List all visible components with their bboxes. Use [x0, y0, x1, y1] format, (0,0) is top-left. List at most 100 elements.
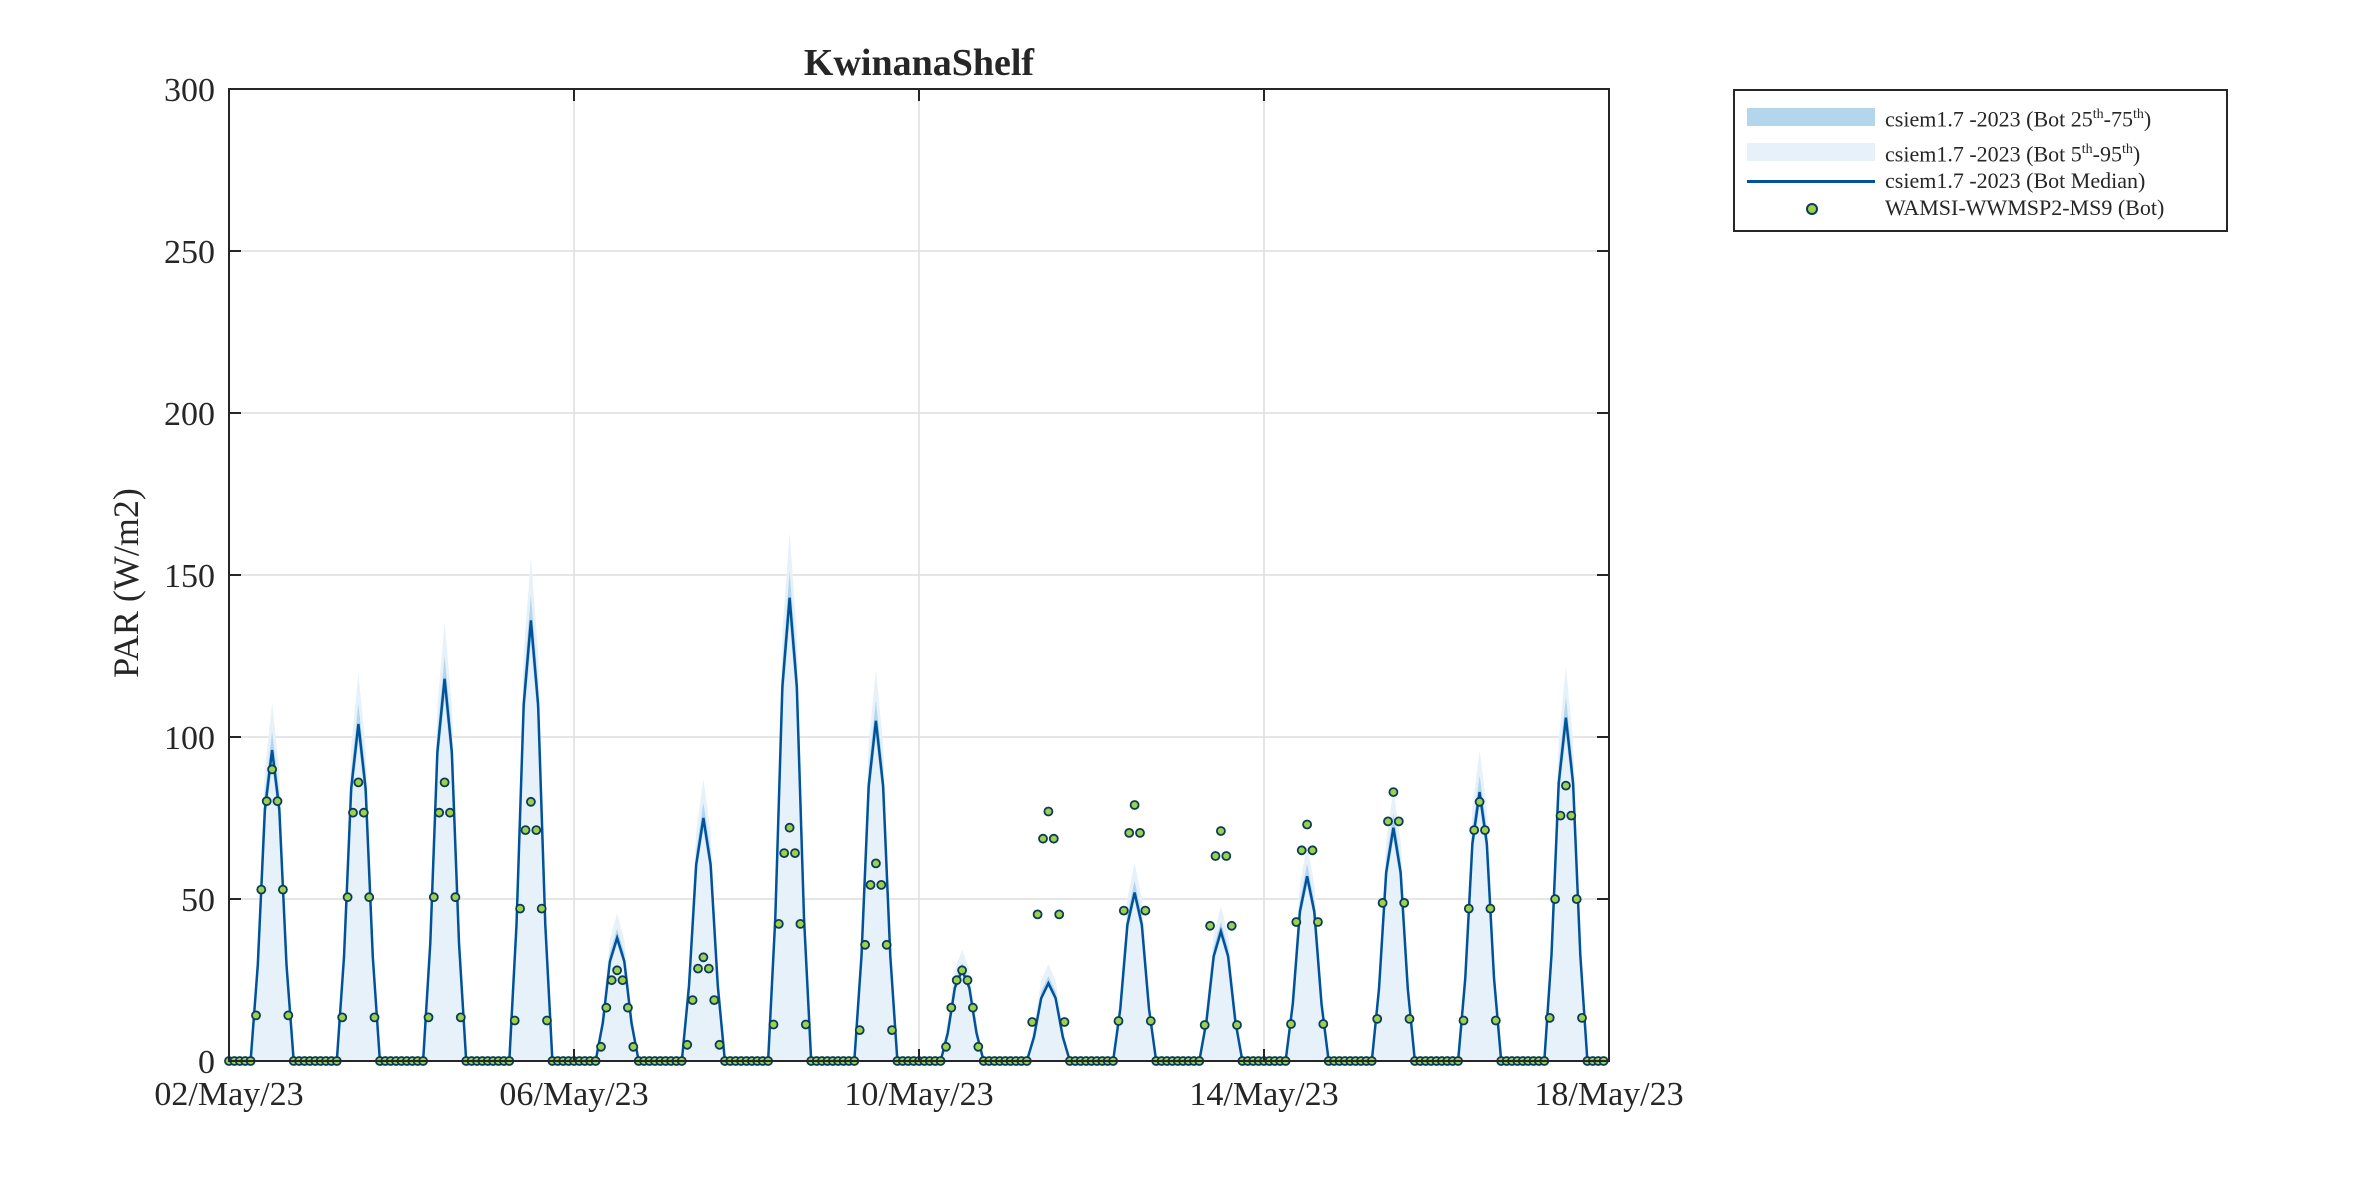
- obs-point: [1474, 796, 1485, 807]
- obs-point: [1566, 810, 1577, 821]
- obs-point: [881, 939, 892, 950]
- obs-point: [1550, 894, 1560, 904]
- obs-point: [1140, 905, 1151, 916]
- x-tick-label: 18/May/23: [1534, 1076, 1683, 1113]
- legend-label-band-90: csiem1.7 -2023 (Bot 5th-95th): [1885, 141, 2141, 167]
- obs-point: [1043, 806, 1054, 817]
- obs-point: [455, 1012, 466, 1023]
- obs-point: [531, 825, 542, 835]
- y-axis-label: PAR (W/m2): [106, 488, 146, 678]
- obs-point: [1113, 1016, 1124, 1026]
- obs-point: [520, 825, 531, 835]
- obs-point: [1124, 828, 1135, 838]
- obs-point: [865, 880, 876, 890]
- obs-point: [612, 965, 622, 976]
- obs-point: [876, 880, 887, 890]
- obs-point: [1383, 816, 1393, 827]
- obs-point: [1555, 810, 1566, 821]
- x-tick-label: 10/May/23: [844, 1076, 993, 1113]
- obs-point: [1118, 905, 1129, 916]
- obs-point: [854, 1025, 865, 1035]
- obs-point: [682, 1039, 693, 1050]
- band-90-area: [229, 532, 1609, 1061]
- obs-point: [601, 1002, 612, 1013]
- band-90-layer: [229, 532, 1609, 1061]
- obs-point: [337, 1012, 348, 1023]
- chart-title: KwinanaShelf: [804, 42, 1036, 84]
- obs-point: [450, 892, 461, 903]
- obs-layer: [224, 764, 1609, 1066]
- obs-point: [1490, 1015, 1501, 1026]
- obs-point: [1307, 845, 1318, 856]
- y-tick-label: 300: [164, 72, 215, 109]
- obs-point: [596, 1041, 606, 1052]
- x-ticks: 02/May/23 06/May/23 10/May/23 14/May/23 18/M…: [154, 89, 1684, 1113]
- obs-point: [542, 1015, 552, 1026]
- obs-point: [445, 807, 455, 818]
- obs-point: [526, 796, 536, 807]
- obs-point: [536, 903, 547, 914]
- obs-point: [1054, 909, 1065, 920]
- obs-point: [1571, 894, 1582, 904]
- obs-point: [342, 892, 353, 903]
- obs-point: [1372, 1014, 1383, 1024]
- y-tick-label: 100: [164, 720, 215, 757]
- obs-point: [698, 952, 709, 963]
- obs-point: [951, 975, 962, 986]
- obs-point: [267, 764, 278, 775]
- obs-point: [790, 848, 800, 858]
- obs-point: [251, 1010, 261, 1021]
- obs-point: [962, 975, 973, 986]
- obs-point: [515, 903, 525, 914]
- x-tick-label: 14/May/23: [1189, 1076, 1338, 1113]
- obs-point: [1393, 816, 1404, 827]
- obs-point: [687, 995, 698, 1005]
- obs-point: [1286, 1019, 1296, 1029]
- obs-point: [957, 965, 967, 976]
- obs-point: [1059, 1017, 1070, 1027]
- obs-point: [973, 1041, 984, 1052]
- obs-point: [1388, 787, 1399, 797]
- obs-point: [1561, 780, 1571, 791]
- y-tick-label: 250: [164, 234, 215, 271]
- obs-point: [768, 1019, 779, 1030]
- x-tick-label: 02/May/23: [154, 1076, 303, 1113]
- y-tick-label: 150: [164, 558, 215, 595]
- legend-item-obs: WAMSI-WWMSP2-MS9 (Bot): [1735, 192, 2226, 224]
- obs-point: [784, 822, 795, 833]
- obs-point: [423, 1012, 434, 1023]
- obs-point: [1210, 851, 1221, 861]
- obs-point: [1032, 909, 1043, 920]
- obs-point: [1463, 903, 1474, 914]
- obs-point: [1205, 920, 1215, 931]
- obs-point: [693, 963, 703, 974]
- legend-swatch-band-iqr: [1747, 108, 1875, 126]
- obs-point: [283, 1010, 294, 1021]
- obs-point: [272, 796, 283, 807]
- obs-point: [1544, 1013, 1555, 1023]
- obs-point: [1458, 1015, 1469, 1026]
- obs-point: [941, 1041, 951, 1052]
- legend-item-band-90: csiem1.7 -2023 (Bot 5th-95th): [1735, 134, 2226, 166]
- obs-point: [1135, 828, 1145, 838]
- obs-point: [509, 1015, 520, 1026]
- obs-point: [1291, 917, 1302, 927]
- y-tick-label: 0: [198, 1044, 215, 1081]
- obs-point: [1232, 1020, 1242, 1030]
- obs-point: [358, 807, 369, 818]
- obs-point: [277, 884, 288, 895]
- obs-point: [617, 975, 628, 986]
- obs-point: [795, 919, 806, 929]
- obs-point: [261, 796, 272, 807]
- obs-point: [1038, 833, 1048, 844]
- obs-point: [1399, 898, 1410, 908]
- obs-point: [628, 1041, 639, 1052]
- legend-swatch-obs: [1806, 203, 1818, 215]
- obs-point: [256, 884, 267, 895]
- obs-point: [860, 939, 870, 950]
- obs-point: [968, 1002, 978, 1013]
- obs-point: [428, 892, 439, 903]
- obs-point: [439, 777, 450, 788]
